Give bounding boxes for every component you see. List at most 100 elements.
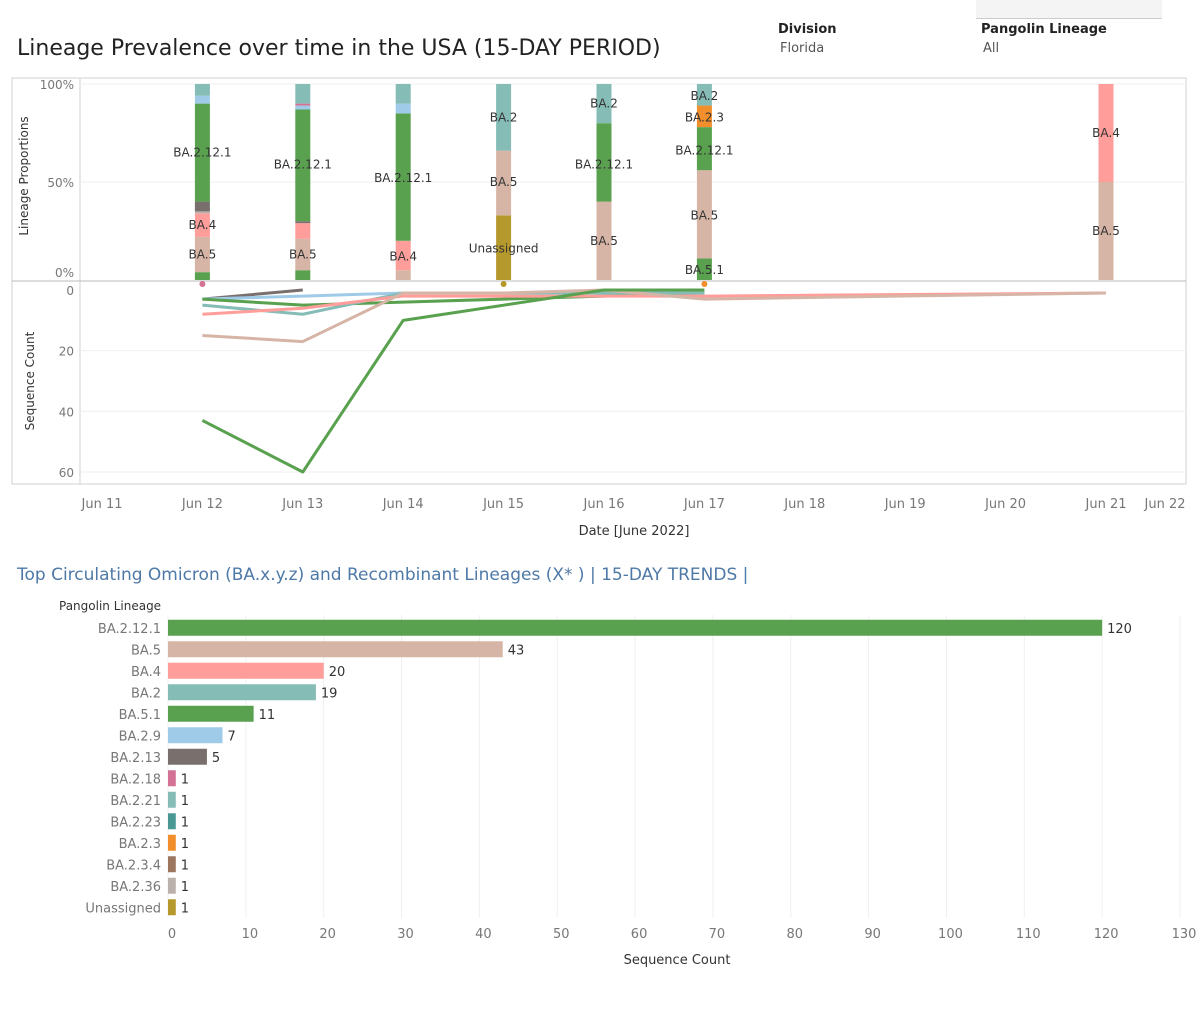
x-tick-label: Jun 19 [884, 497, 926, 512]
category-label: BA.2.9 [119, 729, 161, 744]
x-tick-label: Jun 12 [181, 497, 223, 512]
division-filter[interactable]: Division Florida [778, 22, 837, 56]
category-label: BA.2.21 [110, 794, 161, 809]
bar-ba-5-1 [168, 705, 254, 722]
bar-segment-ba-5 [295, 238, 311, 271]
bar-segment-ba-5 [696, 170, 712, 259]
x-tick-label: 90 [864, 927, 881, 942]
segment-label: BA.2.12.1 [173, 146, 231, 160]
category-label: BA.5.1 [119, 708, 161, 723]
x-tick-label: Jun 14 [382, 497, 424, 512]
bar-segment-ba-2-18 [295, 103, 311, 106]
value-label: 1 [181, 858, 189, 873]
value-label: 11 [259, 708, 276, 723]
x-tick-label: Jun 15 [482, 497, 524, 512]
point-ba-2-3 [701, 281, 708, 287]
segment-label: BA.2.12.1 [374, 171, 432, 185]
x-tick-label: 80 [786, 927, 803, 942]
segment-label: Unassigned [469, 242, 539, 256]
line-ba-2-12-1 [201, 288, 705, 474]
category-label: BA.2.3 [119, 837, 161, 852]
bar-segment-ba-5 [194, 236, 210, 273]
value-label: 120 [1107, 622, 1132, 637]
x-tick-label: Jun 13 [281, 497, 323, 512]
y-axis-label: Lineage Proportions [17, 116, 31, 235]
segment-label: BA.2.12.1 [274, 157, 332, 171]
bar-segment-ba-2-12-1 [395, 113, 411, 241]
bar-segment-ba-2 [596, 84, 612, 124]
value-label: 43 [508, 643, 525, 658]
y-tick-label: 0 [66, 284, 74, 298]
pangolin-lineage-filter-label: Pangolin Lineage [981, 22, 1107, 37]
pangolin-lineage-filter-value[interactable]: All [983, 41, 1000, 56]
category-label: BA.2.36 [110, 880, 161, 895]
bar-segment-ba-4 [1098, 84, 1114, 182]
category-label: BA.2.3.4 [106, 858, 161, 873]
segment-label: BA.4 [389, 249, 417, 263]
line-ba-4 [202, 291, 1107, 316]
value-label: 1 [181, 794, 189, 809]
top-lineages-bar-chart: 0 10 20 30 40 50 60 70 80 90 100 110 120 130Pangolin … [59, 599, 1196, 968]
x-tick-label: 120 [1094, 927, 1119, 942]
bar-ba-2-12-1 [168, 619, 1103, 636]
bar-ba-4 [168, 662, 324, 679]
segment-label: BA.2.12.1 [575, 157, 633, 171]
bar-segment-ba-2-3 [696, 105, 712, 128]
line-ba-2-9 [202, 291, 404, 301]
segment-label: BA.5.1 [685, 263, 724, 277]
bar-chart-title: Top Circulating Omicron (BA.x.y.z) and R… [17, 565, 749, 585]
bar-ba-2 [168, 684, 316, 701]
bar-segment-ba-5-1 [295, 270, 311, 280]
value-label: 7 [227, 729, 235, 744]
filter-box [976, 0, 1162, 19]
x-tick-label: 10 [242, 927, 259, 942]
bar-segment-ba-2 [696, 84, 712, 106]
bar-segment-ba-4 [295, 223, 311, 239]
bar-segment-ba-2-9 [295, 105, 311, 110]
bar-segment-ba-2-13 [295, 221, 311, 224]
segment-label: BA.2.12.1 [675, 144, 733, 158]
x-axis-label: Sequence Count [624, 953, 731, 968]
bar-segment-ba-2-12-1 [194, 103, 210, 202]
category-label: BA.2.13 [110, 751, 161, 766]
value-label: 1 [181, 901, 189, 916]
y-axis-label: Sequence Count [23, 331, 37, 430]
category-label: BA.4 [131, 665, 161, 680]
bar-ba-2-9 [168, 727, 223, 744]
pangolin-lineage-filter[interactable]: Pangolin Lineage All [976, 0, 1162, 56]
bar-segment-ba-2 [496, 84, 512, 151]
division-filter-value[interactable]: Florida [780, 41, 825, 56]
y-tick-label: 50% [47, 176, 74, 190]
bar-segment-unassigned [496, 215, 512, 280]
value-label: 1 [181, 837, 189, 852]
x-tick-label: 40 [475, 927, 492, 942]
segment-label: BA.4 [189, 218, 217, 232]
y-tick-label: 40 [59, 405, 74, 419]
segment-label: BA.5 [289, 248, 317, 262]
bar-segment-ba-2-9 [395, 103, 411, 114]
segment-label: BA.2 [590, 97, 618, 111]
x-tick-label: Jun 22 [1144, 497, 1186, 512]
x-tick-label: 0 [168, 927, 176, 942]
x-tick-label: 110 [1016, 927, 1041, 942]
value-label: 1 [181, 772, 189, 787]
y-tick-label: 0% [55, 266, 74, 280]
y-axis-label: Pangolin Lineage [59, 599, 161, 613]
point-ba-2-18 [199, 281, 206, 287]
bar-segment-ba-2 [194, 84, 210, 96]
bar-segment-ba-4 [194, 213, 210, 237]
bar-ba-2-36 [168, 877, 176, 894]
bar-ba-2-13 [168, 748, 207, 765]
category-label: BA.2.18 [110, 772, 161, 787]
x-axis-label: Date [June 2022] [579, 524, 690, 539]
bar-segment-ba-2-36 [194, 211, 210, 214]
value-label: 5 [212, 751, 220, 766]
bar-ba-2-21 [168, 791, 176, 808]
lineage-prevalence-chart: 100% 50% 0% Lineage Proportions BA.2.12.1 BA.… [11, 77, 1187, 539]
value-label: 1 [181, 880, 189, 895]
bar-segment-ba-5-1 [194, 272, 210, 280]
bar-segment-ba-2-13 [194, 201, 210, 212]
bar-unassigned [168, 899, 176, 916]
y-tick-label: 20 [59, 345, 74, 359]
segment-label: BA.5 [189, 248, 217, 262]
